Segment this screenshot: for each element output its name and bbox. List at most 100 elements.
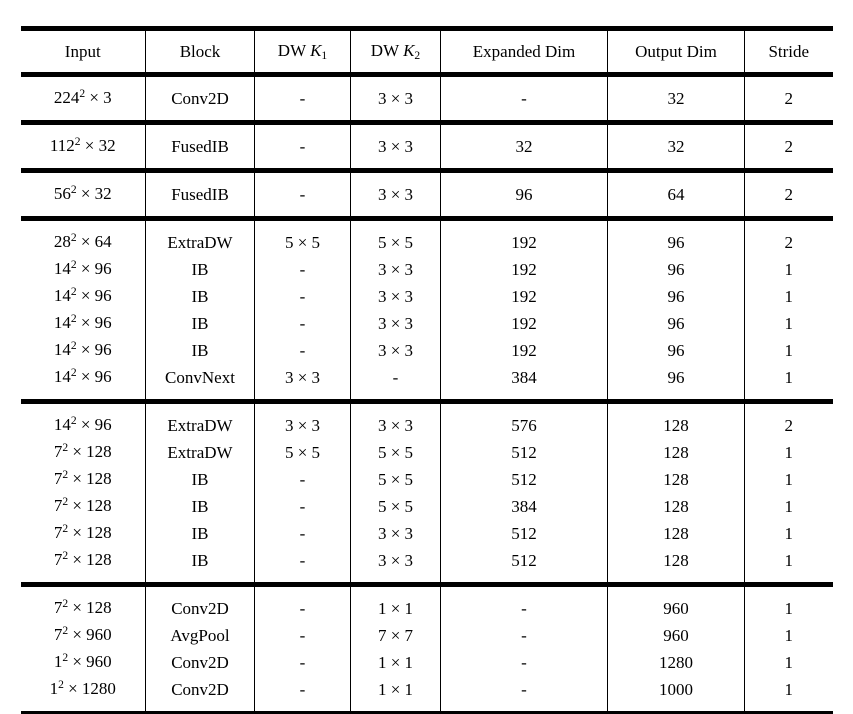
cell-stride: 1: [744, 584, 833, 622]
cell-input: 142 × 96: [53, 311, 112, 332]
cell-input: 72 × 128: [53, 521, 112, 542]
cell-dw-k1: 5 × 5: [254, 439, 351, 466]
cell-stride: 1: [744, 256, 833, 283]
cell-output-dim: 1280: [607, 649, 745, 676]
table-row: 72 × 128 IB -5 × 5 512 128 1: [21, 466, 833, 493]
cell-output-dim: 96: [607, 256, 745, 283]
table-row: 142 × 96 ConvNext 3 × 3-384 96 1: [21, 364, 833, 402]
table-row: 142 × 96 IB -3 × 3 192 96 1: [21, 256, 833, 283]
cell-input: 72 × 128: [53, 596, 112, 617]
cell-dw-k2: 3 × 3: [350, 170, 441, 219]
cell-dw-k2: 1 × 1: [350, 676, 441, 714]
cell-expanded-dim: 32: [440, 122, 608, 171]
cell-block: IB: [145, 547, 255, 585]
cell-dw-k2: 3 × 3: [350, 283, 441, 310]
cell-block: IB: [145, 283, 255, 310]
cell-dw-k1: -: [254, 520, 351, 547]
cell-block: Conv2D: [145, 676, 255, 714]
cell-expanded-dim: 512: [440, 466, 608, 493]
table-row: 72 × 128 IB -3 × 3 512 128 1: [21, 520, 833, 547]
cell-stride: 1: [744, 466, 833, 493]
cell-block: ConvNext: [145, 364, 255, 402]
cell-output-dim: 960: [607, 584, 745, 622]
cell-stride: 1: [744, 622, 833, 649]
table-row: 72 × 128 IB -3 × 3 512 128 1: [21, 547, 833, 585]
cell-dw-k1: -: [254, 170, 351, 219]
cell-input: 12 × 1280: [49, 677, 116, 698]
architecture-table: Input Block DW K1 DW K2 Expanded Dim Output D…: [20, 26, 833, 714]
cell-dw-k2: 1 × 1: [350, 649, 441, 676]
row-group-1: 2242 × 3 Conv2D -3 × 3-32 2: [20, 74, 833, 123]
cell-dw-k1: -: [254, 493, 351, 520]
cell-expanded-dim: 512: [440, 439, 608, 466]
cell-dw-k1: 3 × 3: [254, 364, 351, 402]
cell-block: ExtraDW: [145, 439, 255, 466]
cell-block: IB: [145, 493, 255, 520]
cell-stride: 1: [744, 676, 833, 714]
cell-dw-k2: 3 × 3: [350, 310, 441, 337]
cell-input: 142 × 96: [53, 284, 112, 305]
cell-dw-k2: -: [350, 364, 441, 402]
table-row: 2242 × 3 Conv2D -3 × 3-32 2: [21, 74, 833, 123]
col-header-dw-k1: DW K1: [254, 28, 351, 75]
cell-dw-k1: -: [254, 74, 351, 123]
cell-input: 2242 × 3: [53, 86, 112, 107]
cell-output-dim: 128: [607, 547, 745, 585]
cell-input: 142 × 96: [53, 338, 112, 359]
row-group-6: 72 × 128 Conv2D -1 × 1-960 1 72 × 960 AvgPool…: [20, 584, 833, 714]
cell-dw-k1: 5 × 5: [254, 218, 351, 256]
cell-expanded-dim: 192: [440, 256, 608, 283]
cell-block: IB: [145, 310, 255, 337]
cell-output-dim: 32: [607, 122, 745, 171]
cell-expanded-dim: -: [440, 584, 608, 622]
cell-expanded-dim: 576: [440, 401, 608, 439]
cell-dw-k1: -: [254, 256, 351, 283]
cell-expanded-dim: -: [440, 676, 608, 714]
cell-input: 562 × 32: [53, 182, 112, 203]
cell-stride: 1: [744, 493, 833, 520]
cell-dw-k2: 3 × 3: [350, 547, 441, 585]
cell-dw-k2: 3 × 3: [350, 122, 441, 171]
cell-dw-k2: 3 × 3: [350, 520, 441, 547]
cell-input: 282 × 64: [53, 230, 112, 251]
cell-block: FusedIB: [145, 122, 255, 171]
cell-block: AvgPool: [145, 622, 255, 649]
cell-input: 1122 × 32: [49, 134, 116, 155]
cell-expanded-dim: -: [440, 649, 608, 676]
table-row: 142 × 96 IB -3 × 3 192 96 1: [21, 337, 833, 364]
cell-block: ExtraDW: [145, 401, 255, 439]
row-group-2: 1122 × 32 FusedIB -3 × 3 32 32 2: [20, 122, 833, 171]
cell-expanded-dim: 192: [440, 337, 608, 364]
cell-output-dim: 960: [607, 622, 745, 649]
cell-input: 142 × 96: [53, 365, 112, 386]
cell-block: IB: [145, 337, 255, 364]
col-header-expanded-dim: Expanded Dim: [440, 28, 608, 75]
cell-expanded-dim: 384: [440, 493, 608, 520]
cell-stride: 1: [744, 283, 833, 310]
cell-dw-k2: 3 × 3: [350, 74, 441, 123]
cell-stride: 1: [744, 337, 833, 364]
cell-stride: 2: [744, 74, 833, 123]
cell-dw-k2: 5 × 5: [350, 218, 441, 256]
cell-dw-k2: 7 × 7: [350, 622, 441, 649]
cell-block: IB: [145, 466, 255, 493]
cell-expanded-dim: 192: [440, 283, 608, 310]
cell-output-dim: 128: [607, 401, 745, 439]
table-row: 142 × 96 IB -3 × 3 192 96 1: [21, 283, 833, 310]
cell-expanded-dim: -: [440, 622, 608, 649]
cell-stride: 2: [744, 170, 833, 219]
table-row: 72 × 128 Conv2D -1 × 1-960 1: [21, 584, 833, 622]
cell-input: 12 × 960: [53, 650, 112, 671]
cell-expanded-dim: 512: [440, 547, 608, 585]
cell-dw-k1: -: [254, 622, 351, 649]
cell-stride: 2: [744, 122, 833, 171]
cell-dw-k1: -: [254, 283, 351, 310]
cell-expanded-dim: 384: [440, 364, 608, 402]
cell-stride: 2: [744, 401, 833, 439]
cell-dw-k1: -: [254, 584, 351, 622]
cell-output-dim: 128: [607, 493, 745, 520]
